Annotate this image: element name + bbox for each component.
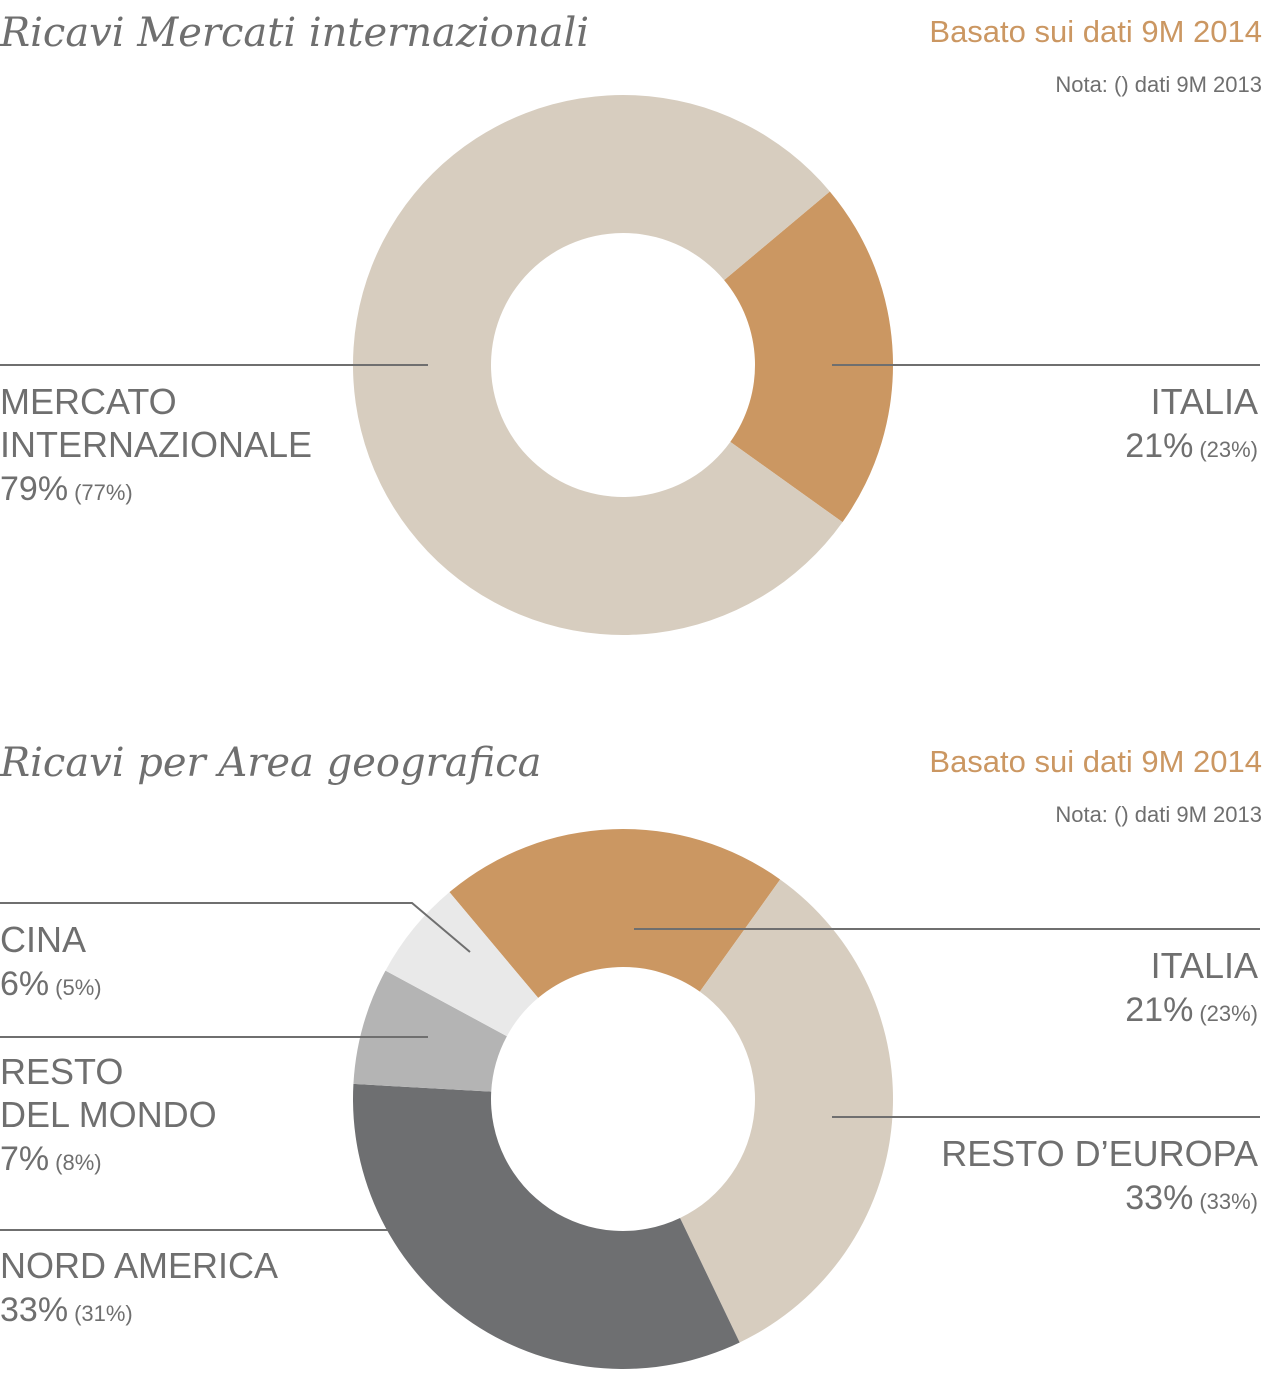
chart-1-title: Ricavi Mercati internazionali <box>0 10 590 56</box>
label-resto-del-mondo: RESTO DEL MONDO 7% (8%) <box>0 1050 217 1184</box>
label-name-line: RESTO D’EUROPA <box>941 1133 1258 1174</box>
label-value: 7% <box>0 1140 50 1178</box>
label-name-line: CINA <box>0 919 87 960</box>
label-name-line: NORD AMERICA <box>0 1245 279 1286</box>
label-previous: (23%) <box>1199 437 1258 462</box>
label-name-line: RESTO <box>0 1051 124 1092</box>
label-name-line: INTERNAZIONALE <box>0 424 313 465</box>
slice-nord-america <box>353 1083 740 1369</box>
label-italia: ITALIA 21% (23%) <box>1125 380 1258 471</box>
label-value: 79% <box>0 470 69 508</box>
label-mercato-internazionale: MERCATO INTERNAZIONALE 79% (77%) <box>0 380 312 514</box>
chart-2-title: Ricavi per Area geografica <box>0 740 542 786</box>
label-previous: (33%) <box>1199 1189 1258 1214</box>
label-previous: (77%) <box>74 480 133 505</box>
label-value: 21% <box>1125 427 1194 465</box>
chart-1-donut <box>0 95 1260 636</box>
chart-2-donut <box>0 829 1260 1369</box>
chart-2-basis: Basato sui dati 9M 2014 <box>929 744 1262 779</box>
label-resto-europa: RESTO D’EUROPA 33% (33%) <box>941 1132 1258 1223</box>
label-value: 33% <box>1125 1179 1194 1217</box>
label-previous: (23%) <box>1199 1001 1258 1026</box>
label-previous: (8%) <box>55 1150 102 1175</box>
label-name-line: MERCATO <box>0 381 177 422</box>
slice-italia <box>449 829 781 998</box>
slice-italia <box>724 191 893 523</box>
slice-resto-del-mondo <box>353 970 507 1092</box>
label-name-line: ITALIA <box>1150 945 1258 986</box>
label-name-line: DEL MONDO <box>0 1094 217 1135</box>
slice-mercato-internazionale <box>353 95 843 636</box>
chart-1-note: Nota: () dati 9M 2013 <box>1055 72 1262 97</box>
label-cina: CINA 6% (5%) <box>0 918 102 1009</box>
label-nord-america: NORD AMERICA 33% (31%) <box>0 1244 278 1335</box>
label-value: 33% <box>0 1291 69 1329</box>
label-previous: (5%) <box>55 975 102 1000</box>
label-italia-area: ITALIA 21% (23%) <box>1125 944 1258 1035</box>
label-value: 6% <box>0 965 50 1003</box>
chart-1-basis: Basato sui dati 9M 2014 <box>929 14 1262 49</box>
leader-line-cina <box>0 902 471 953</box>
slice-cina <box>385 892 539 1037</box>
label-name-line: ITALIA <box>1150 381 1258 422</box>
slice-resto-d-europa <box>680 879 894 1343</box>
label-value: 21% <box>1125 991 1194 1029</box>
chart-2-note: Nota: () dati 9M 2013 <box>1055 802 1262 827</box>
label-previous: (31%) <box>74 1301 133 1326</box>
